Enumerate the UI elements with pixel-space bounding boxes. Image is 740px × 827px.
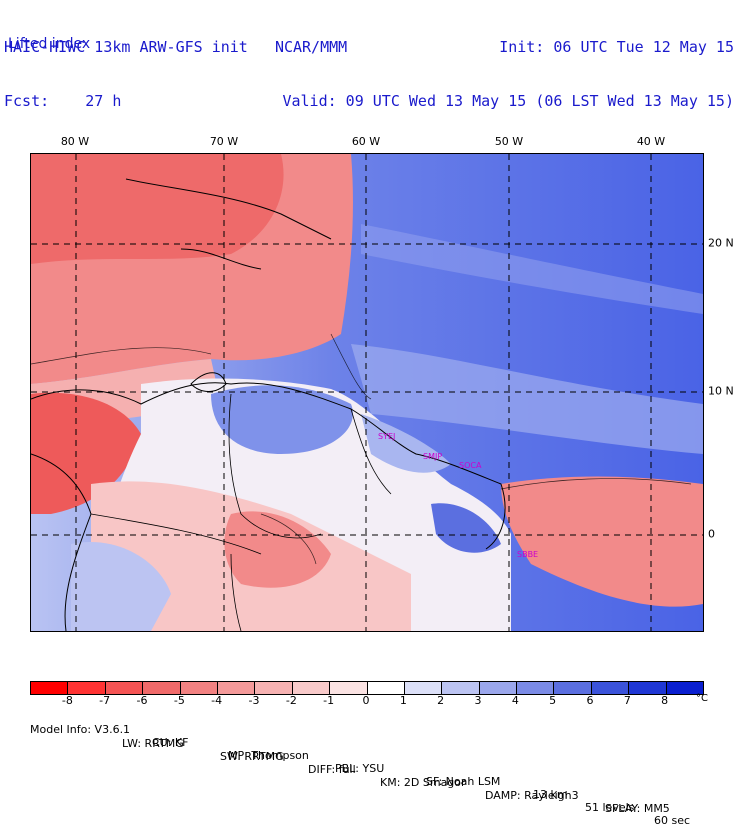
model-info: Model Info: V3.6.1 bbox=[30, 723, 131, 736]
colorbar-tick-label: -3 bbox=[248, 694, 260, 707]
colorbar-tick-label: 3 bbox=[474, 694, 482, 707]
colorbar-tick-label: -1 bbox=[323, 694, 335, 707]
model-title: HAIC-HIWC 13km ARW-GFS init bbox=[4, 38, 248, 56]
colorbar-swatch bbox=[143, 682, 181, 694]
colorbar-swatch bbox=[105, 682, 144, 694]
coastlines bbox=[31, 178, 506, 631]
station-smjp: SMJP bbox=[423, 452, 443, 461]
colorbar-tick-label: -8 bbox=[61, 694, 73, 707]
lon-label-40w: 40 W bbox=[636, 135, 666, 148]
sw-scheme: SW: RRTMG bbox=[220, 750, 284, 763]
colorbar-tick-label: 0 bbox=[362, 694, 370, 707]
central-america-unstable bbox=[31, 392, 141, 514]
colorbar-swatch bbox=[31, 682, 69, 694]
map-panel bbox=[30, 153, 704, 632]
sflay-scheme: SFLAY: MM5 bbox=[605, 802, 670, 815]
guyana-stable bbox=[361, 414, 451, 473]
colorbar-tick-label: -2 bbox=[285, 694, 297, 707]
colorbar-tick-label: 2 bbox=[437, 694, 445, 707]
border-colombia-venezuela bbox=[228, 393, 322, 539]
diff-scheme: DIFF: full bbox=[308, 763, 356, 776]
colorbar-swatch bbox=[554, 682, 592, 694]
init-time: Init: 06 UTC Tue 12 May 15 bbox=[499, 38, 734, 56]
colorbar-swatch bbox=[367, 682, 405, 694]
contours bbox=[31, 333, 692, 565]
lat-label-20n: 20 N bbox=[708, 236, 734, 250]
pacific-coast bbox=[31, 453, 92, 631]
lifted-index-field bbox=[31, 154, 703, 631]
colorbar-tick-label: 5 bbox=[549, 694, 557, 707]
lw-scheme: LW: RRTMG bbox=[122, 737, 184, 750]
country-borders bbox=[90, 393, 392, 631]
amazon-unstable-core bbox=[224, 511, 331, 588]
venezuela-stable bbox=[211, 385, 353, 454]
greater-antilles-unstable bbox=[31, 154, 284, 264]
variable-name: Lifted index bbox=[8, 36, 91, 52]
station-soca: SOCA bbox=[459, 461, 482, 470]
colorbar-swatch bbox=[404, 682, 443, 694]
border-colombia-peru bbox=[90, 513, 262, 555]
ocean-streak bbox=[361, 224, 703, 314]
colorbar-swatch bbox=[591, 682, 630, 694]
colorbar-tick-label: 7 bbox=[623, 694, 631, 707]
colorbar-unit: °C bbox=[696, 693, 708, 704]
colorbar-tick-label: -5 bbox=[173, 694, 185, 707]
damp-scheme: DAMP: Rayleigh3 bbox=[485, 789, 579, 802]
lat-label-0: 0 bbox=[708, 527, 715, 541]
colorbar-swatch bbox=[292, 682, 331, 694]
colorbar-tick-label: 8 bbox=[661, 694, 669, 707]
colorbar-ticks: -8 -7 -6 -5 -4 -3 -2 -1 0 1 2 3 4 5 6 7 8 bbox=[30, 694, 702, 708]
colorbar bbox=[30, 681, 704, 695]
colorbar-swatch bbox=[68, 682, 106, 694]
south-america-north-coast bbox=[31, 382, 506, 550]
fcst-value: 27 h bbox=[85, 92, 122, 110]
graticule bbox=[31, 154, 703, 631]
colorbar-swatch bbox=[442, 682, 480, 694]
colorbar-swatch bbox=[517, 682, 555, 694]
colorbar-swatch bbox=[255, 682, 293, 694]
colorbar-tick-label: -6 bbox=[136, 694, 148, 707]
colorbar-swatch bbox=[666, 682, 704, 694]
colorbar-tick-label: -7 bbox=[99, 694, 111, 707]
footer-line-2: LW: RRTMG SW: RRTMG DIFF: full KM: 2D Sm… bbox=[30, 724, 670, 815]
brazil-coast-unstable bbox=[501, 476, 703, 607]
header-right: Init: 06 UTC Tue 12 May 15 Valid: 09 UTC… bbox=[282, 2, 734, 128]
timestep: 60 sec bbox=[654, 814, 691, 827]
border-peru-brazil bbox=[230, 553, 242, 631]
colorbar-swatch bbox=[330, 682, 368, 694]
southwest-stable bbox=[71, 542, 171, 631]
lon-label-70w: 70 W bbox=[209, 135, 239, 148]
valid-time: Valid: 09 UTC Wed 13 May 15 (06 LST Wed … bbox=[282, 92, 734, 110]
station-sbbe: SBBE bbox=[517, 550, 539, 559]
colorbar-swatch bbox=[180, 682, 218, 694]
colorbar-swatch bbox=[629, 682, 667, 694]
colorbar-tick-label: 1 bbox=[399, 694, 407, 707]
contour-0 bbox=[330, 333, 372, 400]
station-syej: SYEJ bbox=[378, 432, 396, 441]
colorbar-swatch bbox=[479, 682, 518, 694]
hispaniola-coast bbox=[180, 248, 262, 270]
maracaibo-coast bbox=[190, 372, 227, 392]
contour-2 bbox=[500, 478, 692, 490]
center-label: NCAR/MMM bbox=[274, 38, 348, 56]
contour-1 bbox=[31, 347, 212, 365]
lon-label-60w: 60 W bbox=[351, 135, 381, 148]
amazon-mouth-stable bbox=[431, 503, 501, 553]
border-venezuela-guyana bbox=[350, 408, 392, 495]
colorbar-tick-label: 6 bbox=[586, 694, 594, 707]
colorbar-swatch bbox=[217, 682, 256, 694]
colorbar-tick-label: -4 bbox=[211, 694, 223, 707]
fcst-label: Fcst: bbox=[4, 92, 50, 110]
lat-label-10n: 10 N bbox=[708, 384, 734, 398]
cuba-coast bbox=[125, 178, 332, 240]
lon-label-80w: 80 W bbox=[60, 135, 90, 148]
colorbar-tick-label: 4 bbox=[511, 694, 519, 707]
ocean-band bbox=[351, 344, 703, 454]
km-scheme: KM: 2D Smagor bbox=[380, 776, 466, 789]
header-left: HAIC-HIWC 13km ARW-GFS init NCAR/MMM Fcs… bbox=[4, 2, 347, 128]
lon-label-50w: 50 W bbox=[494, 135, 524, 148]
